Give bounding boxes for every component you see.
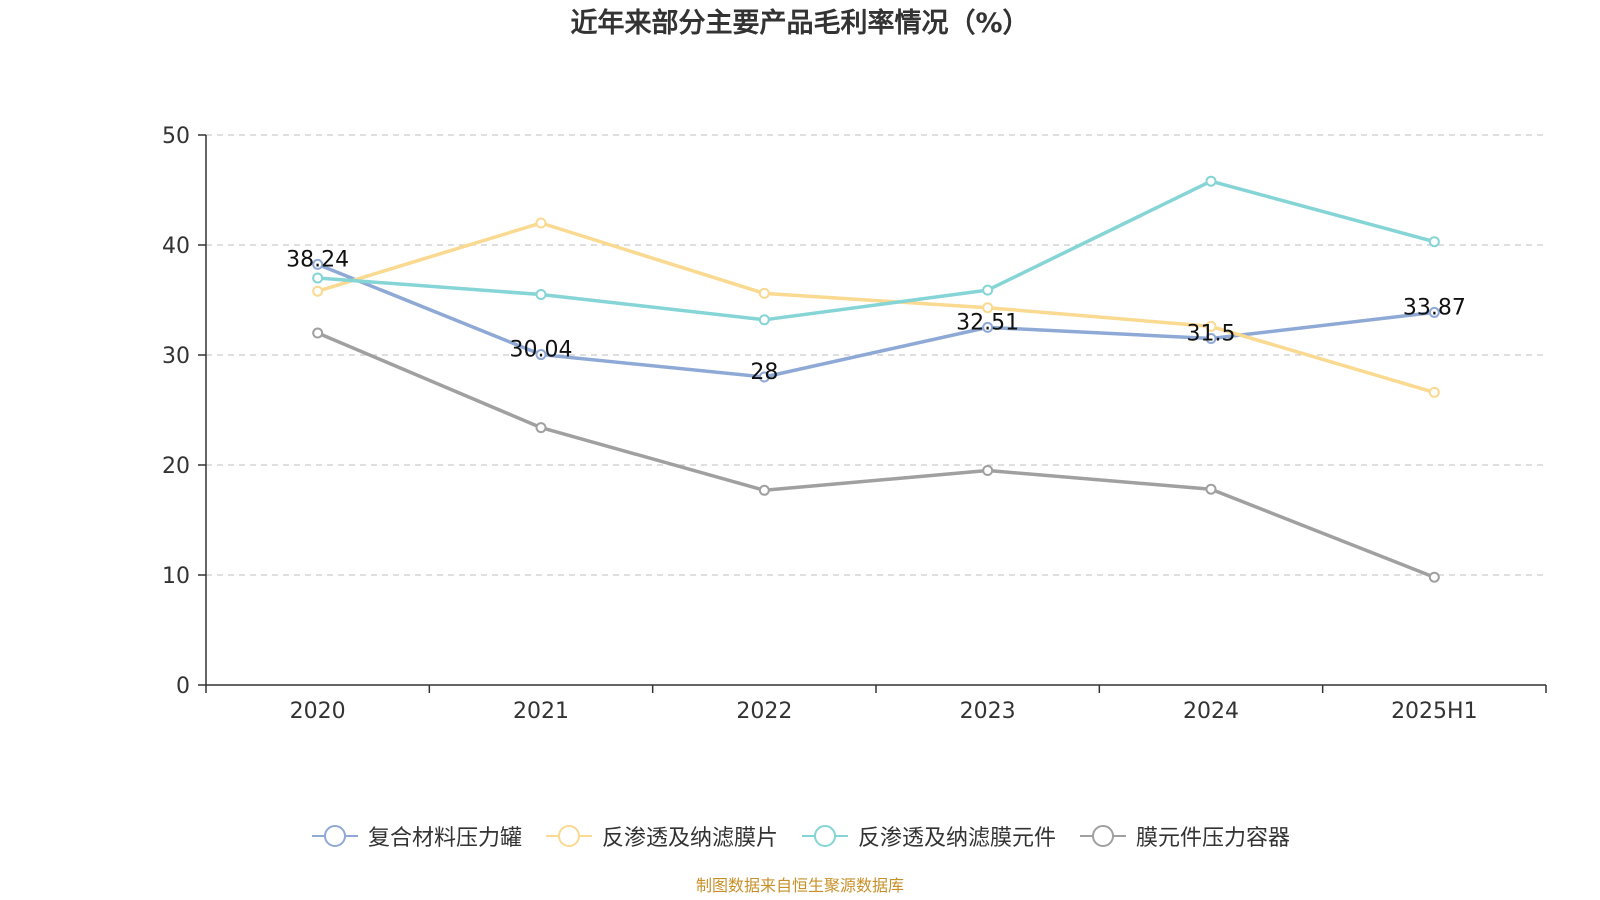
series-line-3 <box>315 179 1437 322</box>
legend-label: 反渗透及纳滤膜片 <box>601 826 778 851</box>
data-point <box>758 314 770 326</box>
y-tick-label: 10 <box>162 564 190 589</box>
legend-circle <box>323 825 346 847</box>
series-line-1 <box>315 262 1437 379</box>
y-tick-label: 0 <box>176 674 190 699</box>
data-label: 31.5 <box>1187 322 1236 347</box>
x-tick-label: 2023 <box>960 699 1016 724</box>
x-tick-label: 2021 <box>513 699 569 724</box>
source-note: 制图数据来自恒生聚源数据库 <box>695 876 904 895</box>
data-point <box>1205 483 1217 495</box>
legend-item[interactable]: 反渗透及纳滤膜片 <box>544 820 778 852</box>
legend-label: 复合材料压力罐 <box>367 826 522 851</box>
data-point <box>1428 571 1440 583</box>
data-point <box>312 258 324 270</box>
legend-item[interactable]: 反渗透及纳滤膜元件 <box>800 820 1056 852</box>
chart-title: 近年来部分主要产品毛利率情况（%） <box>570 8 1030 39</box>
legend-label: 反渗透及纳滤膜元件 <box>858 826 1057 851</box>
data-point <box>312 285 324 297</box>
data-point <box>982 321 994 333</box>
data-label: 33.87 <box>1403 295 1466 320</box>
series-line-4 <box>315 331 1437 579</box>
data-point <box>982 465 994 476</box>
data-point <box>535 422 547 434</box>
data-point <box>1205 320 1217 332</box>
legend-marker-icon <box>311 825 358 847</box>
data-point <box>312 272 324 284</box>
legend-item[interactable]: 膜元件压力容器 <box>1078 820 1290 852</box>
y-tick-label: 30 <box>162 344 190 369</box>
legend-circle <box>557 825 580 847</box>
chart-legend: 复合材料压力罐 反渗透及纳滤膜片 反渗透及纳滤膜元件 膜元件压力容器 <box>0 820 1600 852</box>
data-point <box>758 287 770 299</box>
y-tick-label: 20 <box>162 454 190 479</box>
data-point <box>535 217 547 229</box>
legend-circle <box>814 825 836 847</box>
x-tick-label: 2024 <box>1183 699 1239 724</box>
data-label: 28 <box>750 360 778 385</box>
y-tick-label: 50 <box>162 124 190 149</box>
data-label: 30.04 <box>510 338 573 363</box>
data-point <box>1205 175 1217 187</box>
legend-item[interactable]: 复合材料压力罐 <box>310 820 522 852</box>
series-line-2 <box>315 221 1437 395</box>
x-tick-label: 2025H1 <box>1391 699 1478 724</box>
data-point <box>758 484 770 496</box>
data-point <box>535 289 547 300</box>
data-point <box>535 349 547 361</box>
legend-circle <box>1092 825 1115 847</box>
data-point <box>1428 386 1440 398</box>
data-point <box>982 302 994 314</box>
legend-marker-icon <box>1080 825 1127 847</box>
data-point <box>1428 236 1440 248</box>
x-tick-label: 2022 <box>736 699 792 724</box>
data-point <box>758 371 770 383</box>
legend-marker-icon <box>802 825 848 847</box>
data-point <box>982 284 994 296</box>
data-label: 38.24 <box>286 247 349 272</box>
data-point <box>1205 333 1217 344</box>
data-point <box>1428 306 1440 318</box>
x-tick-label: 2020 <box>290 699 346 724</box>
data-point <box>312 327 324 339</box>
y-tick-label: 40 <box>162 234 190 259</box>
legend-marker-icon <box>545 825 592 847</box>
data-label: 32.51 <box>956 310 1019 335</box>
legend-label: 膜元件压力容器 <box>1136 826 1291 851</box>
